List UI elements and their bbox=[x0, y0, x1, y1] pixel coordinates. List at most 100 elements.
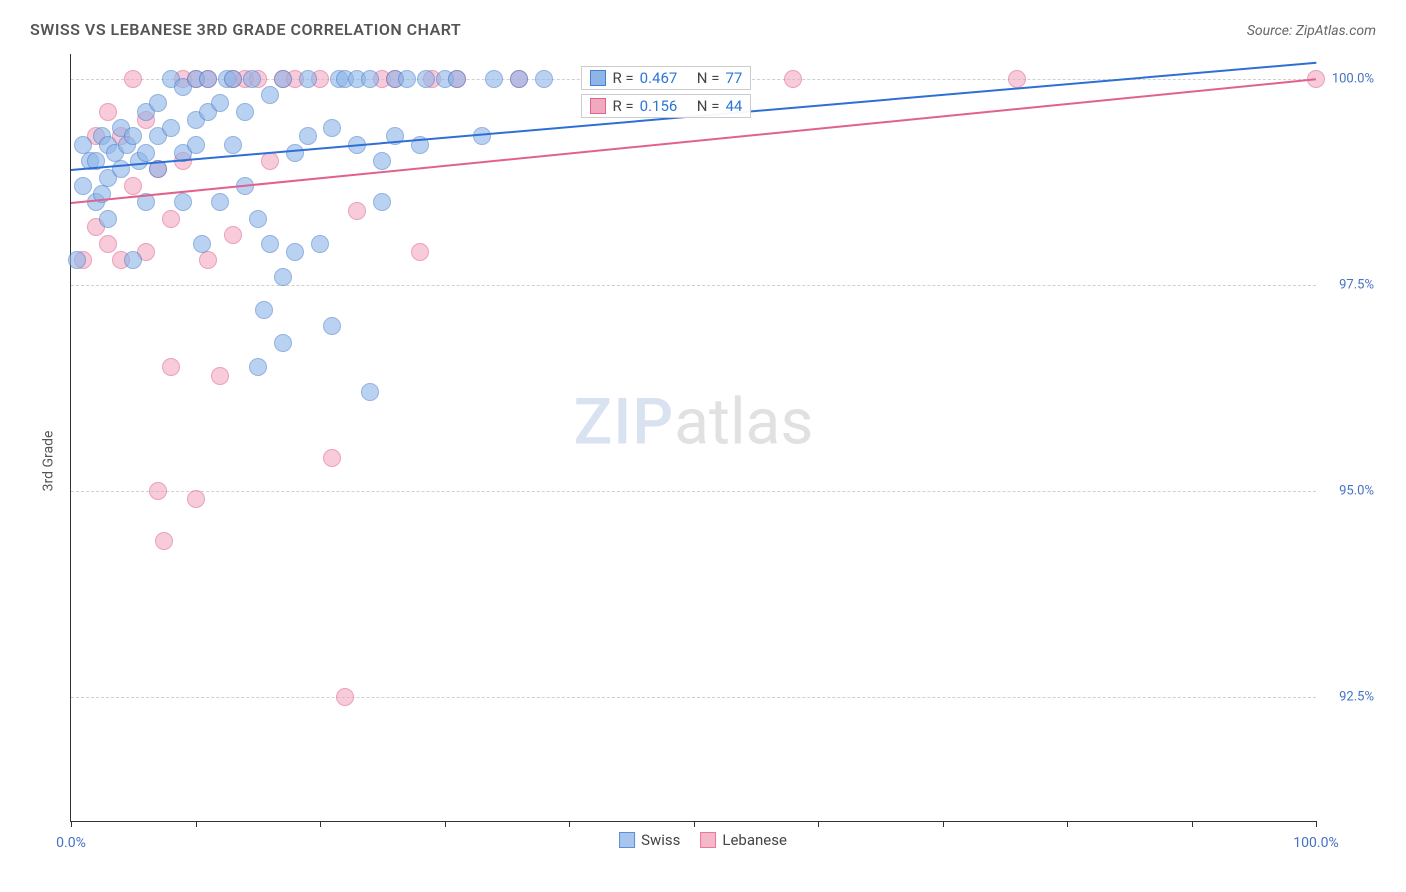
scatter-point-swiss bbox=[249, 210, 267, 228]
y-tick-label: 95.0% bbox=[1339, 484, 1374, 499]
x-tick bbox=[1192, 821, 1193, 827]
plot-area: ZIPatlas 92.5%95.0%97.5%100.0%0.0%100.0%… bbox=[70, 54, 1316, 822]
scatter-point-swiss bbox=[274, 334, 292, 352]
scatter-point-swiss bbox=[137, 144, 155, 162]
scatter-point-swiss bbox=[448, 70, 466, 88]
scatter-point-lebanese bbox=[1008, 70, 1026, 88]
scatter-point-swiss bbox=[68, 251, 86, 269]
scatter-point-swiss bbox=[211, 193, 229, 211]
scatter-point-swiss bbox=[236, 103, 254, 121]
scatter-point-swiss bbox=[510, 70, 528, 88]
chart-source: Source: ZipAtlas.com bbox=[1247, 23, 1376, 39]
scatter-point-lebanese bbox=[199, 251, 217, 269]
scatter-point-swiss bbox=[174, 193, 192, 211]
x-tick bbox=[320, 821, 321, 827]
scatter-point-swiss bbox=[224, 136, 242, 154]
legend-swatch-swiss bbox=[619, 832, 635, 848]
scatter-point-swiss bbox=[361, 383, 379, 401]
stat-box-lebanese: R = 0.156 N = 44 bbox=[581, 94, 751, 118]
scatter-point-swiss bbox=[535, 70, 553, 88]
scatter-point-swiss bbox=[99, 210, 117, 228]
scatter-point-swiss bbox=[243, 70, 261, 88]
x-tick bbox=[196, 821, 197, 827]
scatter-point-swiss bbox=[373, 152, 391, 170]
scatter-point-lebanese bbox=[155, 532, 173, 550]
legend-item-swiss: Swiss bbox=[619, 831, 680, 849]
scatter-point-swiss bbox=[224, 70, 242, 88]
watermark-zip: ZIP bbox=[574, 385, 675, 460]
x-tick bbox=[1067, 821, 1068, 827]
y-tick-label: 92.5% bbox=[1339, 690, 1374, 705]
scatter-point-swiss bbox=[274, 70, 292, 88]
y-tick-label: 97.5% bbox=[1339, 277, 1374, 292]
scatter-point-swiss bbox=[255, 301, 273, 319]
scatter-point-lebanese bbox=[162, 358, 180, 376]
gridline bbox=[71, 697, 1316, 698]
stat-swatch-lebanese bbox=[590, 98, 606, 114]
stat-r-label: R = bbox=[612, 97, 633, 115]
gridline bbox=[71, 491, 1316, 492]
scatter-point-swiss bbox=[249, 358, 267, 376]
legend-label-lebanese: Lebanese bbox=[722, 831, 787, 849]
scatter-point-swiss bbox=[187, 136, 205, 154]
stat-r-label: R = bbox=[612, 69, 633, 87]
scatter-point-swiss bbox=[311, 235, 329, 253]
chart-title: SWISS VS LEBANESE 3RD GRADE CORRELATION … bbox=[30, 20, 461, 39]
stat-n-value: 77 bbox=[725, 69, 742, 87]
stat-n-value: 44 bbox=[725, 97, 742, 115]
scatter-point-swiss bbox=[286, 243, 304, 261]
legend: Swiss Lebanese bbox=[619, 831, 787, 849]
scatter-point-lebanese bbox=[336, 688, 354, 706]
stat-n-label: N = bbox=[697, 97, 720, 115]
scatter-point-lebanese bbox=[784, 70, 802, 88]
x-tick bbox=[1316, 821, 1317, 827]
scatter-point-lebanese bbox=[261, 152, 279, 170]
scatter-point-swiss bbox=[398, 70, 416, 88]
y-tick-label: 100.0% bbox=[1332, 71, 1374, 86]
scatter-point-swiss bbox=[274, 268, 292, 286]
x-axis-label: 0.0% bbox=[56, 835, 86, 851]
x-tick bbox=[818, 821, 819, 827]
scatter-point-lebanese bbox=[99, 103, 117, 121]
stat-box-swiss: R =0.467 N =77 bbox=[581, 66, 751, 90]
x-tick bbox=[943, 821, 944, 827]
scatter-point-swiss bbox=[417, 70, 435, 88]
scatter-point-lebanese bbox=[323, 449, 341, 467]
scatter-point-swiss bbox=[261, 235, 279, 253]
x-tick bbox=[694, 821, 695, 827]
chart-container: 3rd Grade ZIPatlas 92.5%95.0%97.5%100.0%… bbox=[30, 54, 1376, 867]
scatter-point-lebanese bbox=[348, 202, 366, 220]
scatter-point-swiss bbox=[485, 70, 503, 88]
scatter-point-lebanese bbox=[162, 210, 180, 228]
scatter-point-swiss bbox=[211, 94, 229, 112]
stat-swatch-swiss bbox=[590, 70, 606, 86]
x-tick bbox=[569, 821, 570, 827]
legend-item-lebanese: Lebanese bbox=[700, 831, 787, 849]
scatter-point-swiss bbox=[193, 235, 211, 253]
scatter-point-lebanese bbox=[187, 490, 205, 508]
scatter-point-swiss bbox=[323, 119, 341, 137]
x-axis-label: 100.0% bbox=[1293, 835, 1338, 851]
legend-swatch-lebanese bbox=[700, 832, 716, 848]
scatter-point-swiss bbox=[149, 94, 167, 112]
scatter-point-swiss bbox=[124, 127, 142, 145]
scatter-point-swiss bbox=[199, 70, 217, 88]
scatter-point-swiss bbox=[323, 317, 341, 335]
scatter-point-swiss bbox=[299, 127, 317, 145]
watermark: ZIPatlas bbox=[574, 385, 814, 460]
scatter-point-lebanese bbox=[149, 482, 167, 500]
x-tick bbox=[445, 821, 446, 827]
scatter-point-lebanese bbox=[124, 177, 142, 195]
stat-r-value: 0.156 bbox=[640, 97, 678, 115]
scatter-point-swiss bbox=[361, 70, 379, 88]
scatter-point-swiss bbox=[286, 144, 304, 162]
watermark-atlas: atlas bbox=[674, 385, 813, 460]
scatter-point-swiss bbox=[74, 136, 92, 154]
scatter-point-swiss bbox=[373, 193, 391, 211]
stat-r-value: 0.467 bbox=[640, 69, 678, 87]
y-axis-label: 3rd Grade bbox=[40, 430, 56, 491]
scatter-point-swiss bbox=[299, 70, 317, 88]
scatter-point-lebanese bbox=[99, 235, 117, 253]
legend-label-swiss: Swiss bbox=[641, 831, 680, 849]
scatter-point-lebanese bbox=[211, 367, 229, 385]
